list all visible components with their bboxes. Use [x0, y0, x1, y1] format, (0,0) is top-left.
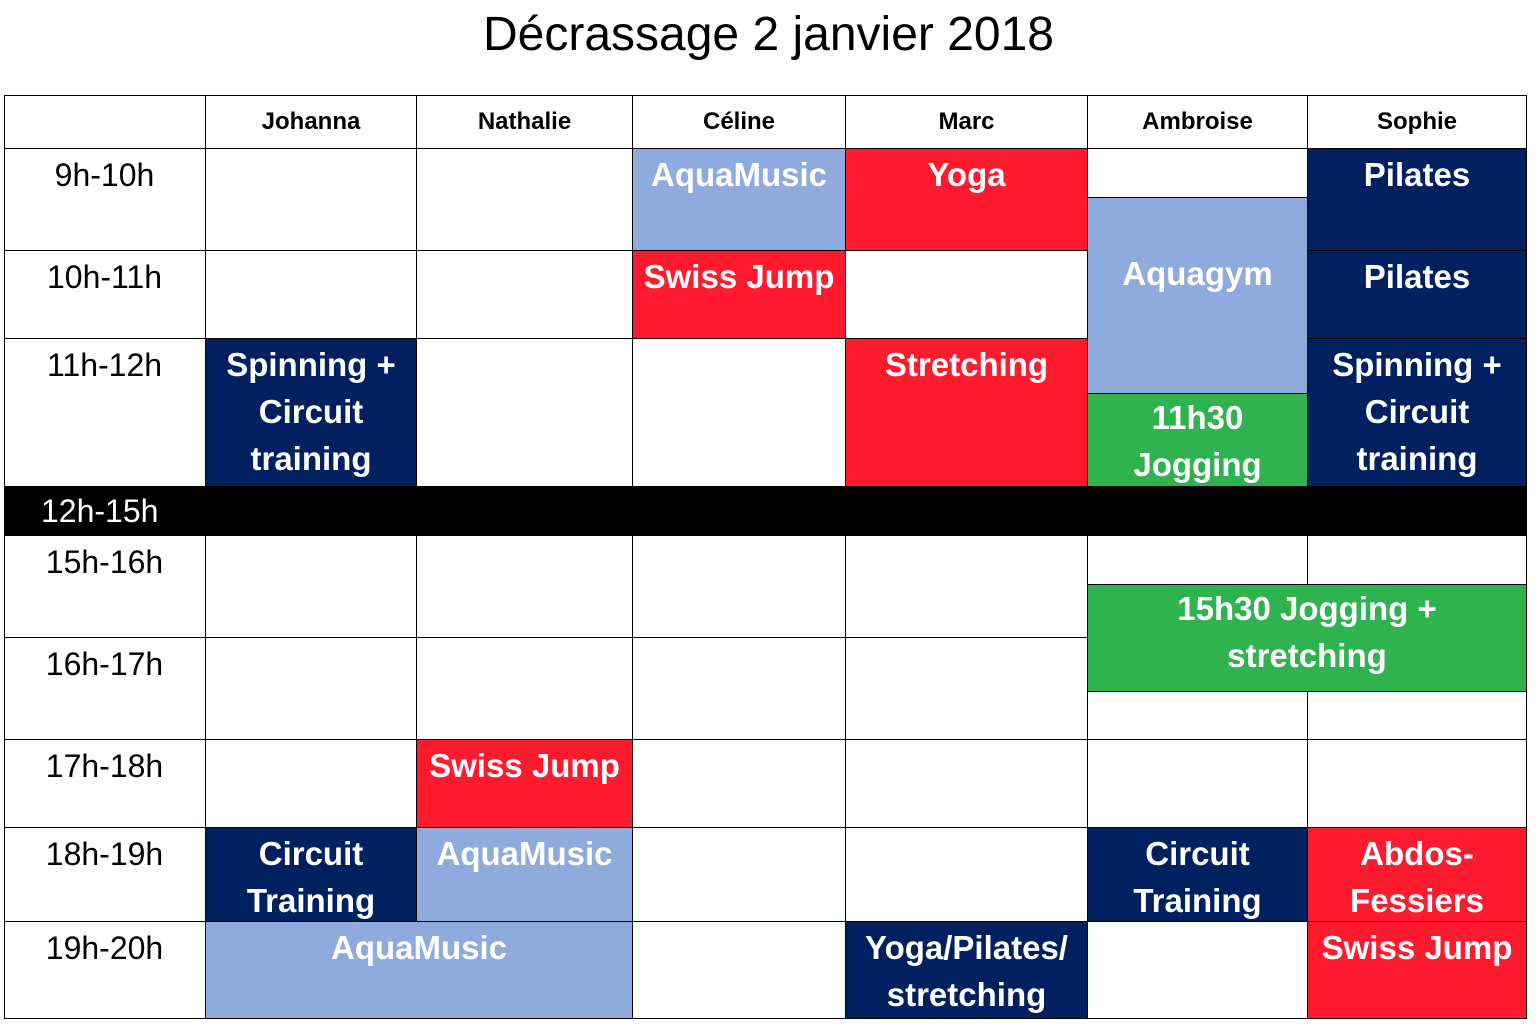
- empty-slot: [633, 339, 846, 487]
- empty-slot: [633, 922, 846, 1019]
- empty-slot: [846, 638, 1088, 740]
- session-johanna-circuit-training[interactable]: Circuit Training: [206, 828, 417, 922]
- time-label: 17h-18h: [4, 740, 206, 828]
- time-label: 11h-12h: [4, 339, 206, 487]
- session-celine-aquamusic[interactable]: AquaMusic: [633, 149, 846, 251]
- empty-slot: [1088, 149, 1308, 198]
- empty-slot: [1308, 692, 1527, 740]
- time-label: 10h-11h: [4, 251, 206, 339]
- empty-slot: [846, 828, 1088, 922]
- empty-slot: [633, 828, 846, 922]
- empty-slot: [1088, 922, 1308, 1019]
- session-sophie-pilates-2[interactable]: Pilates: [1308, 251, 1527, 339]
- empty-slot: [206, 536, 417, 638]
- empty-slot: [206, 251, 417, 339]
- session-ambroise-jogging[interactable]: 11h30 Jogging: [1088, 394, 1308, 487]
- session-johanna-spinning-circuit[interactable]: Spinning + Circuit training: [206, 339, 417, 487]
- column-header-sophie: Sophie: [1308, 95, 1527, 149]
- session-marc-yoga-pilates-stretching[interactable]: Yoga/Pilates/ stretching: [846, 922, 1088, 1019]
- session-johanna-nathalie-aquamusic[interactable]: AquaMusic: [206, 922, 633, 1019]
- empty-slot: [206, 149, 417, 251]
- session-nathalie-aquamusic[interactable]: AquaMusic: [417, 828, 633, 922]
- session-sophie-spinning-circuit[interactable]: Spinning + Circuit training: [1308, 339, 1527, 487]
- session-sophie-pilates[interactable]: Pilates: [1308, 149, 1527, 251]
- empty-slot: [206, 740, 417, 828]
- session-celine-swiss-jump[interactable]: Swiss Jump: [633, 251, 846, 339]
- lunch-break-row: 12h-15h: [4, 487, 1527, 536]
- time-label: 9h-10h: [4, 149, 206, 251]
- empty-slot: [1308, 740, 1527, 828]
- empty-slot: [633, 638, 846, 740]
- time-label: 18h-19h: [4, 828, 206, 922]
- empty-slot: [417, 251, 633, 339]
- session-marc-stretching[interactable]: Stretching: [846, 339, 1088, 487]
- empty-slot: [846, 740, 1088, 828]
- schedule-grid: Johanna Nathalie Céline Marc Ambroise So…: [4, 95, 1527, 1019]
- empty-slot: [846, 251, 1088, 339]
- empty-slot: [417, 149, 633, 251]
- column-header-nathalie: Nathalie: [417, 95, 633, 149]
- column-header-johanna: Johanna: [206, 95, 417, 149]
- header-corner: [4, 95, 206, 149]
- session-ambroise-circuit-training[interactable]: Circuit Training: [1088, 828, 1308, 922]
- session-sophie-swiss-jump[interactable]: Swiss Jump: [1308, 922, 1527, 1019]
- empty-slot: [1088, 536, 1308, 585]
- empty-slot: [633, 740, 846, 828]
- empty-slot: [846, 536, 1088, 638]
- empty-slot: [417, 536, 633, 638]
- empty-slot: [417, 638, 633, 740]
- empty-slot: [417, 339, 633, 487]
- session-marc-yoga[interactable]: Yoga: [846, 149, 1088, 251]
- column-header-celine: Céline: [633, 95, 846, 149]
- page-title: Décrassage 2 janvier 2018: [482, 8, 1054, 61]
- column-header-marc: Marc: [846, 95, 1088, 149]
- session-sophie-abdos-fessiers[interactable]: Abdos-Fessiers: [1308, 828, 1527, 922]
- column-header-ambroise: Ambroise: [1088, 95, 1308, 149]
- session-nathalie-swiss-jump[interactable]: Swiss Jump: [417, 740, 633, 828]
- time-label: 16h-17h: [4, 638, 206, 740]
- empty-slot: [1088, 692, 1308, 740]
- time-label: 19h-20h: [4, 922, 206, 1019]
- empty-slot: [206, 638, 417, 740]
- empty-slot: [1308, 536, 1527, 585]
- time-label: 15h-16h: [4, 536, 206, 638]
- empty-slot: [633, 536, 846, 638]
- session-ambroise-sophie-jogging-stretching[interactable]: 15h30 Jogging + stretching: [1088, 585, 1527, 692]
- empty-slot: [1088, 740, 1308, 828]
- session-ambroise-aquagym[interactable]: Aquagym: [1088, 198, 1308, 394]
